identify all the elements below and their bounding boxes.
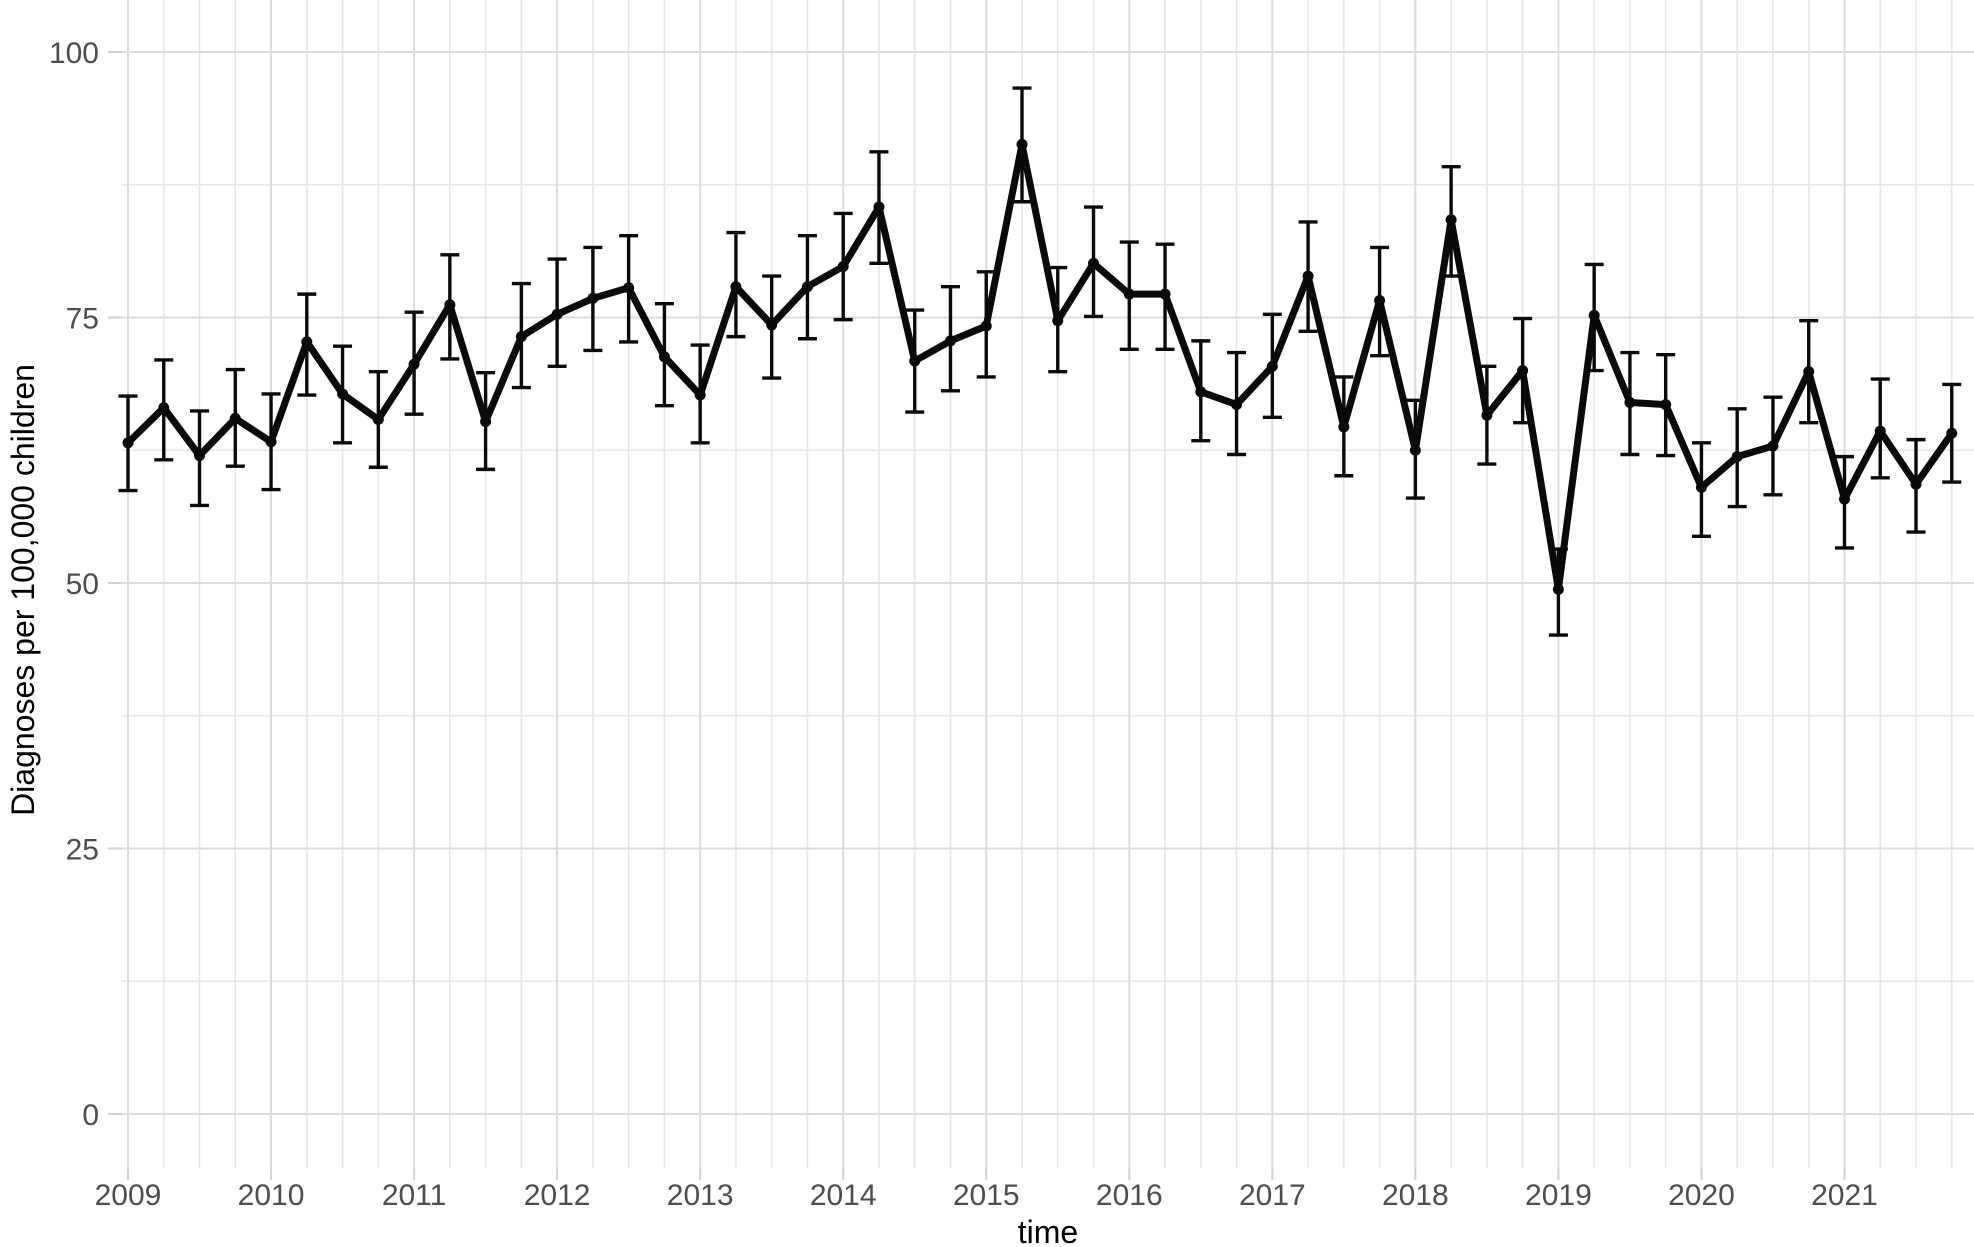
y-axis-title: Diagnoses per 100,000 children — [5, 364, 41, 816]
x-tick-label: 2010 — [238, 1179, 305, 1212]
x-tick-label: 2016 — [1096, 1179, 1163, 1212]
data-points — [122, 138, 1958, 595]
data-point — [658, 351, 670, 363]
data-point — [980, 320, 992, 332]
data-point — [1731, 451, 1743, 463]
data-point — [1517, 365, 1529, 377]
data-point — [1552, 583, 1564, 595]
data-point — [1946, 427, 1958, 439]
data-point — [337, 388, 349, 400]
x-tick-label: 2021 — [1811, 1179, 1878, 1212]
data-point — [1695, 481, 1707, 493]
data-point — [158, 402, 170, 414]
data-point — [801, 281, 813, 293]
data-point — [1874, 425, 1886, 437]
data-point — [1195, 386, 1207, 398]
x-tick-label: 2012 — [524, 1179, 591, 1212]
y-tick-label: 100 — [49, 37, 99, 70]
data-point — [408, 358, 420, 370]
data-point — [1660, 399, 1672, 411]
x-tick-label: 2018 — [1382, 1179, 1449, 1212]
data-point — [873, 201, 885, 213]
data-point — [480, 416, 492, 428]
data-point — [587, 292, 599, 304]
data-point — [194, 450, 206, 462]
data-point — [1052, 315, 1064, 327]
data-point — [444, 299, 456, 311]
axis-tick-marks — [108, 51, 1846, 1180]
data-point — [1266, 360, 1278, 372]
data-point — [1409, 444, 1421, 456]
data-point — [229, 412, 241, 424]
data-point — [1767, 440, 1779, 452]
data-point — [730, 281, 742, 293]
data-point — [1588, 309, 1600, 321]
x-tick-label: 2017 — [1239, 1179, 1306, 1212]
x-axis-title: time — [1018, 1214, 1078, 1247]
y-axis-tick-labels: 0 25 50 75 100 — [49, 37, 99, 1132]
gridlines-major — [122, 0, 1974, 1168]
x-axis-tick-labels: 2009 2010 2011 2012 2013 2014 2015 2016 2017 2018… — [95, 1179, 1878, 1212]
data-point — [1838, 493, 1850, 505]
data-point — [1803, 366, 1815, 378]
data-point — [265, 436, 277, 448]
data-point — [909, 355, 921, 367]
y-tick-label: 50 — [66, 568, 99, 601]
data-point — [1302, 270, 1314, 282]
data-point — [551, 308, 563, 320]
x-tick-label: 2019 — [1525, 1179, 1592, 1212]
data-point — [694, 389, 706, 401]
x-tick-label: 2014 — [810, 1179, 877, 1212]
data-point — [1445, 214, 1457, 226]
data-point — [1338, 421, 1350, 433]
data-point — [837, 261, 849, 273]
data-point — [1910, 478, 1922, 490]
x-tick-label: 2009 — [95, 1179, 162, 1212]
x-tick-label: 2020 — [1668, 1179, 1735, 1212]
y-tick-label: 0 — [82, 1099, 99, 1132]
data-point — [301, 336, 313, 348]
x-tick-label: 2015 — [953, 1179, 1020, 1212]
data-point — [515, 331, 527, 343]
data-point — [1481, 409, 1493, 421]
data-point — [372, 413, 384, 425]
x-tick-label: 2013 — [667, 1179, 734, 1212]
data-point — [1123, 288, 1135, 300]
data-point — [944, 335, 956, 347]
data-point — [1374, 295, 1386, 307]
y-tick-label: 25 — [66, 834, 99, 867]
x-tick-label: 2011 — [382, 1179, 447, 1212]
data-line — [124, 140, 1956, 593]
data-point — [1624, 396, 1636, 408]
data-point — [1016, 138, 1028, 150]
y-tick-label: 75 — [66, 303, 99, 336]
data-point — [1088, 257, 1100, 269]
data-point — [1159, 288, 1171, 300]
data-point — [122, 437, 134, 449]
data-point — [1231, 399, 1243, 411]
data-point — [766, 319, 778, 331]
data-point — [623, 282, 635, 294]
